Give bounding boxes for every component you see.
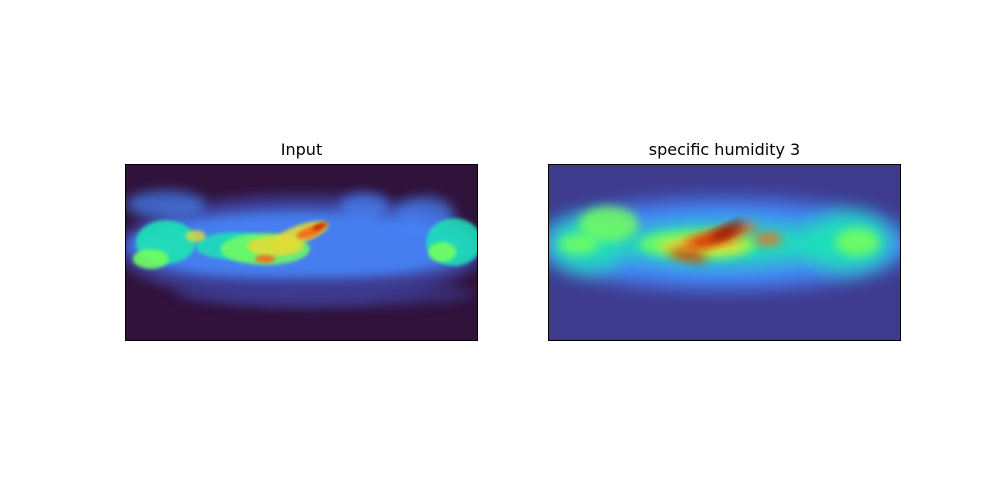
field-blob [185,230,206,243]
field-blob [753,233,782,246]
input-panel-title: Input [280,140,323,159]
field-blob [428,242,457,262]
specific-humidity-heatmap [548,164,901,341]
input-heatmap-field [126,190,477,308]
specific-humidity-panel-title: specific humidity 3 [648,140,801,159]
field-blob [255,254,276,263]
field-blob [578,206,639,243]
input-heatmap [125,164,478,341]
specific-humidity-heatmap-plot [549,165,900,340]
field-blob [835,228,880,256]
field-blob [339,192,390,221]
field-blob [132,249,169,269]
field-blob [711,221,745,239]
field-blob [312,222,328,231]
field-blob [668,250,708,262]
field-blob [126,190,206,219]
specific-humidity-heatmap-field [549,199,900,289]
input-heatmap-plot [126,165,477,340]
field-blob [558,234,599,254]
field-blob [175,279,475,308]
